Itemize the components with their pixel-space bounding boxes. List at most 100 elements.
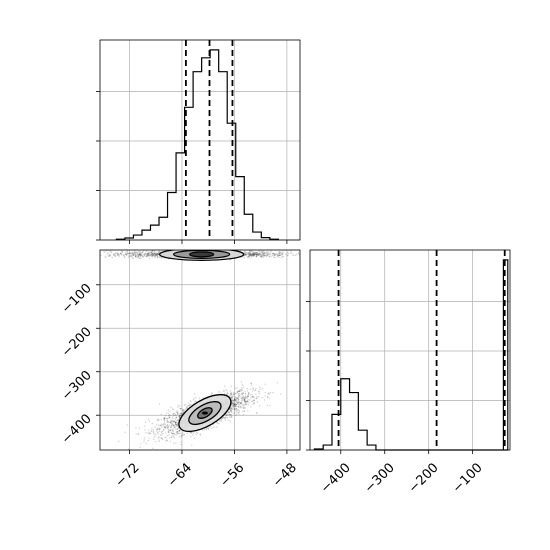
scatter-point [251,384,253,386]
scatter-point [150,253,152,256]
scatter-point [237,406,240,408]
scatter-point [253,253,256,255]
scatter-point [166,418,168,420]
scatter-point [236,387,238,389]
scatter-point [249,251,251,253]
scatter-point [230,396,232,399]
hist2-quantile-lines [337,250,506,450]
panel-hist-param2: −400 −300 −200 −100 [306,249,511,496]
x-tick-label: −72 [113,460,143,490]
scatter-point [274,254,276,256]
scatter-point [243,410,245,412]
scatter-point [248,251,251,253]
scatter-point [306,256,307,257]
scatter-point [256,412,258,414]
scatter-point [238,396,240,398]
scatter-point [268,255,270,258]
scatter-point [163,425,166,428]
scatter-point [66,252,67,253]
scatter-point [145,253,148,255]
scatter-point [164,427,166,429]
scatter-point [269,254,272,256]
scatter-point [139,251,141,254]
scatter-point [249,250,251,252]
scatter-point [92,252,93,253]
scatter-point [158,428,161,431]
scatter-point [173,412,176,415]
scatter-point [242,392,245,394]
scatter-point [252,251,254,253]
scatter-point [137,254,140,256]
scatter-point [223,416,225,419]
scatter-point [220,419,223,421]
scatter-point [144,253,147,255]
scatter-point [106,252,109,255]
scatter-point [240,401,243,403]
scatter-point [239,403,242,405]
scatter-point [140,254,143,256]
scatter-point [233,398,236,401]
scatter-point [166,434,168,437]
scatter-ticks: −72 −64 −56 −48 −100 −200 −300 −400 [59,281,300,490]
scatter-point [171,408,174,410]
scatter-point [253,253,255,256]
scatter-point [134,255,137,258]
scatter-point [150,255,153,257]
scatter-point [261,251,263,253]
scatter-point [290,252,292,254]
scatter-point [297,252,300,255]
scatter-point [271,252,273,255]
scatter-point [138,255,140,257]
scatter-point [180,443,182,446]
scatter-point [189,400,192,402]
scatter-point [233,403,236,406]
scatter-point [168,416,171,419]
scatter-point [122,251,124,253]
scatter-point [136,252,138,254]
scatter-point [244,393,247,395]
scatter-point [233,408,235,410]
scatter-point [237,406,240,408]
scatter-point [279,251,281,253]
scatter-point [168,421,170,424]
scatter-point [180,436,182,438]
scatter-point [223,393,225,395]
scatter-point [261,387,263,390]
scatter-point [176,412,179,415]
scatter-point [148,255,150,257]
scatter-point [147,251,149,253]
scatter-point [241,397,244,399]
scatter-point [149,433,151,435]
scatter-point [175,416,177,419]
scatter-point [242,397,244,399]
scatter-point [244,399,246,402]
scatter-point [180,412,182,415]
scatter-point [236,401,239,404]
scatter-point [178,416,181,418]
scatter-point [243,398,245,401]
scatter-point [256,400,258,403]
scatter-point [273,253,275,255]
scatter-point [234,402,236,405]
scatter-point [163,419,166,421]
scatter-point [107,252,109,254]
scatter-point [148,418,150,421]
scatter-point [253,254,256,256]
scatter-point [231,401,233,404]
scatter-point [251,252,254,254]
scatter-point [169,421,172,423]
scatter-point [180,414,182,417]
scatter-point [170,426,173,428]
scatter-point [319,255,320,256]
scatter-point [175,425,177,428]
scatter-point [235,398,237,401]
scatter-point [243,397,245,399]
scatter-point [248,253,250,255]
scatter-point [229,414,232,416]
scatter-point [272,255,275,257]
scatter-point [227,393,229,395]
scatter-point [179,415,181,417]
scatter-point [137,254,139,257]
scatter-point [250,253,252,255]
scatter-point [170,420,173,422]
